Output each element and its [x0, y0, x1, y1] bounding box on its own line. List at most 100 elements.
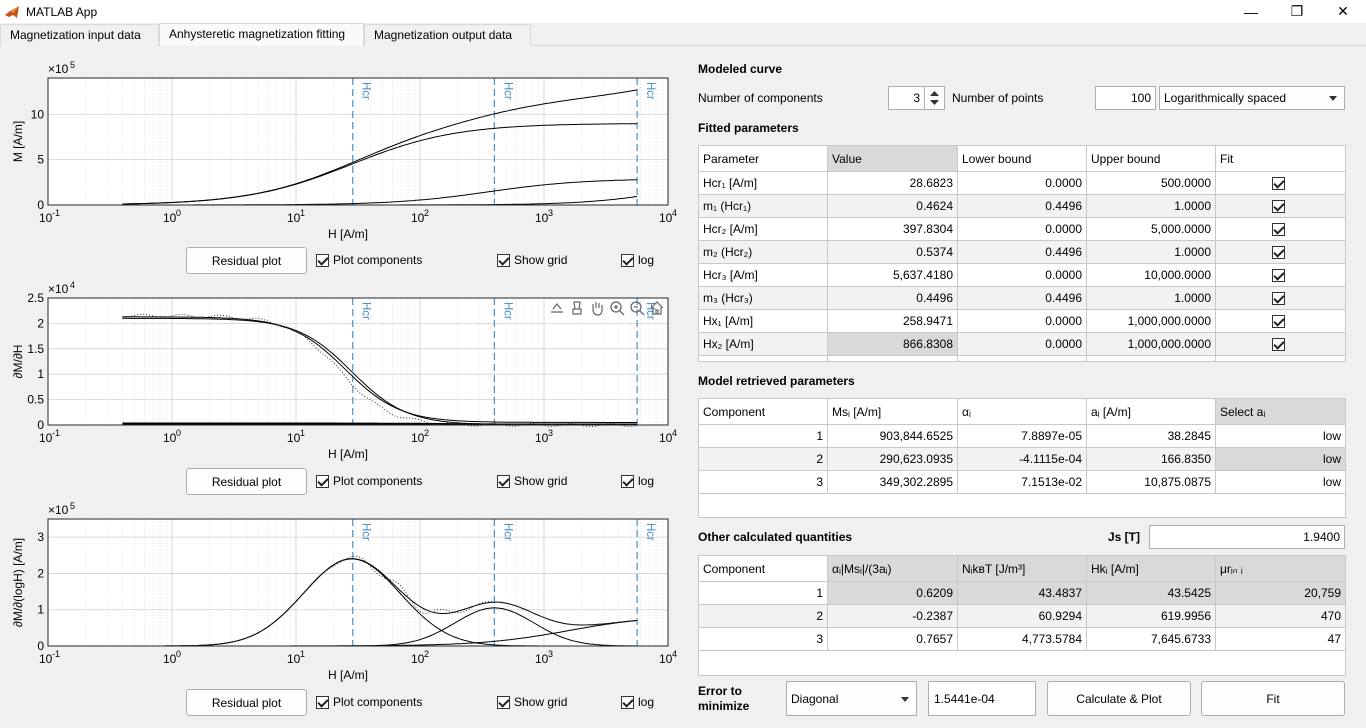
- table-row[interactable]: Hx₁ [A/m] 258.9471 0.0000 1,000,000.0000: [698, 309, 1346, 333]
- column-header[interactable]: Select aᵢ: [1215, 398, 1346, 425]
- component-cell[interactable]: 2: [698, 447, 828, 471]
- points-input[interactable]: 100: [1095, 86, 1156, 110]
- alpha-ms-cell[interactable]: 0.7657: [827, 627, 958, 651]
- parameter-cell[interactable]: m₁ (Hcr₁): [698, 194, 828, 218]
- upper-bound-cell[interactable]: 1.0000: [1086, 240, 1216, 264]
- components-stepper[interactable]: [924, 86, 945, 110]
- tab-magnetization-input[interactable]: Magnetization input data: [0, 24, 159, 46]
- fit-checkbox-cell[interactable]: [1215, 171, 1346, 195]
- column-header[interactable]: Component: [698, 398, 828, 425]
- lower-bound-cell[interactable]: 0.4496: [957, 286, 1087, 310]
- ms-cell[interactable]: 290,623.0935: [827, 447, 958, 471]
- mu-cell[interactable]: 20,759: [1215, 581, 1346, 605]
- log-checkbox-1[interactable]: log: [621, 253, 654, 267]
- maximize-button[interactable]: ❐: [1274, 0, 1320, 23]
- fit-button[interactable]: Fit: [1201, 681, 1345, 716]
- zoom-in-icon[interactable]: [608, 299, 626, 317]
- ms-cell[interactable]: 903,844.6525: [827, 424, 958, 448]
- parameter-cell[interactable]: Hx₁ [A/m]: [698, 309, 828, 333]
- lower-bound-cell[interactable]: 0.0000: [957, 217, 1087, 241]
- alpha-cell[interactable]: 7.8897e-05: [957, 424, 1087, 448]
- select-a-cell[interactable]: low: [1215, 424, 1346, 448]
- plot-components-checkbox-3[interactable]: Plot components: [316, 695, 422, 709]
- table-row[interactable]: m₃ (Hcr₃) 0.4496 0.4496 1.0000: [698, 286, 1346, 310]
- column-header[interactable]: αᵢ: [957, 398, 1087, 425]
- value-cell[interactable]: 0.4496: [827, 286, 958, 310]
- select-a-cell[interactable]: low: [1215, 447, 1346, 471]
- column-header[interactable]: αᵢ|Msᵢ|/(3aᵢ): [827, 555, 958, 582]
- plot-components-checkbox-2[interactable]: Plot components: [316, 474, 422, 488]
- nkbt-cell[interactable]: 4,773.5784: [957, 627, 1087, 651]
- parameter-cell[interactable]: Hx₂ [A/m]: [698, 332, 828, 356]
- lower-bound-cell[interactable]: 0.4496: [957, 194, 1087, 218]
- home-icon[interactable]: [648, 299, 666, 317]
- parameter-cell[interactable]: Hcr₃ [A/m]: [698, 263, 828, 287]
- fit-checkbox-cell[interactable]: [1215, 309, 1346, 333]
- column-header[interactable]: Msᵢ [A/m]: [827, 398, 958, 425]
- upper-bound-cell[interactable]: 1,000,000.0000: [1086, 332, 1216, 356]
- alpha-cell[interactable]: -4.1115e-04: [957, 447, 1087, 471]
- value-cell[interactable]: 866.8308: [827, 332, 958, 356]
- pan-hand-icon[interactable]: [588, 299, 606, 317]
- show-grid-checkbox-2[interactable]: Show grid: [497, 474, 567, 488]
- table-row[interactable]: 1 903,844.6525 7.8897e-05 38.2845 low: [698, 424, 1346, 448]
- column-header[interactable]: NᵢkʙT [J/m³]: [957, 555, 1087, 582]
- lower-bound-cell[interactable]: 0.0000: [957, 263, 1087, 287]
- parameter-cell[interactable]: Hcr₁ [A/m]: [698, 171, 828, 195]
- column-header[interactable]: Upper bound: [1086, 145, 1216, 172]
- residual-plot-button-2[interactable]: Residual plot: [186, 468, 307, 495]
- js-input[interactable]: 1.9400: [1149, 525, 1345, 549]
- table-row[interactable]: Hcr₃ [A/m] 5,637.4180 0.0000 10,000.0000: [698, 263, 1346, 287]
- brush-icon[interactable]: [568, 299, 586, 317]
- component-cell[interactable]: 1: [698, 581, 828, 605]
- column-header[interactable]: Lower bound: [957, 145, 1087, 172]
- table-row[interactable]: 3 349,302.2895 7.1513e-02 10,875.0875 low: [698, 470, 1346, 494]
- value-cell[interactable]: 0.4624: [827, 194, 958, 218]
- fit-checkbox-cell[interactable]: [1215, 263, 1346, 287]
- value-cell[interactable]: 397.8304: [827, 217, 958, 241]
- column-header[interactable]: μrᵢₙ ᵢ: [1215, 555, 1346, 582]
- component-cell[interactable]: 3: [698, 627, 828, 651]
- hk-cell[interactable]: 619.9956: [1086, 604, 1216, 628]
- a-cell[interactable]: 166.8350: [1086, 447, 1216, 471]
- component-cell[interactable]: 2: [698, 604, 828, 628]
- column-header[interactable]: Fit: [1215, 145, 1346, 172]
- nkbt-cell[interactable]: 43.4837: [957, 581, 1087, 605]
- table-row[interactable]: m₁ (Hcr₁) 0.4624 0.4496 1.0000: [698, 194, 1346, 218]
- mu-cell[interactable]: 47: [1215, 627, 1346, 651]
- table-row[interactable]: 2 -0.2387 60.9294 619.9956 470: [698, 604, 1346, 628]
- table-row[interactable]: m₂ (Hcr₂) 0.5374 0.4496 1.0000: [698, 240, 1346, 264]
- plot-components-checkbox-1[interactable]: Plot components: [316, 253, 422, 267]
- minimize-button[interactable]: —: [1228, 0, 1274, 23]
- component-cell[interactable]: 1: [698, 424, 828, 448]
- fit-checkbox-cell[interactable]: [1215, 194, 1346, 218]
- upper-bound-cell[interactable]: 1.0000: [1086, 286, 1216, 310]
- column-header[interactable]: Value: [827, 145, 958, 172]
- residual-plot-button-1[interactable]: Residual plot: [186, 247, 307, 274]
- upper-bound-cell[interactable]: 500.0000: [1086, 171, 1216, 195]
- export-icon[interactable]: [548, 299, 566, 317]
- mu-cell[interactable]: 470: [1215, 604, 1346, 628]
- hk-cell[interactable]: 43.5425: [1086, 581, 1216, 605]
- a-cell[interactable]: 10,875.0875: [1086, 470, 1216, 494]
- column-header[interactable]: Hkᵢ [A/m]: [1086, 555, 1216, 582]
- zoom-out-icon[interactable]: [628, 299, 646, 317]
- lower-bound-cell[interactable]: 0.0000: [957, 171, 1087, 195]
- lower-bound-cell[interactable]: 0.4496: [957, 240, 1087, 264]
- tab-magnetization-output[interactable]: Magnetization output data: [364, 24, 531, 46]
- log-checkbox-2[interactable]: log: [621, 474, 654, 488]
- column-header[interactable]: Component: [698, 555, 828, 582]
- table-row[interactable]: 3 0.7657 4,773.5784 7,645.6733 47: [698, 627, 1346, 651]
- column-header[interactable]: aᵢ [A/m]: [1086, 398, 1216, 425]
- log-checkbox-3[interactable]: log: [621, 695, 654, 709]
- components-spinner-input[interactable]: 3: [888, 86, 925, 110]
- select-a-cell[interactable]: low: [1215, 470, 1346, 494]
- component-cell[interactable]: 3: [698, 470, 828, 494]
- table-row[interactable]: 2 290,623.0935 -4.1115e-04 166.8350 low: [698, 447, 1346, 471]
- close-button[interactable]: ✕: [1320, 0, 1366, 23]
- upper-bound-cell[interactable]: 10,000.0000: [1086, 263, 1216, 287]
- ms-cell[interactable]: 349,302.2895: [827, 470, 958, 494]
- upper-bound-cell[interactable]: 5,000.0000: [1086, 217, 1216, 241]
- spacing-dropdown[interactable]: Logarithmically spaced: [1159, 86, 1345, 110]
- lower-bound-cell[interactable]: 0.0000: [957, 332, 1087, 356]
